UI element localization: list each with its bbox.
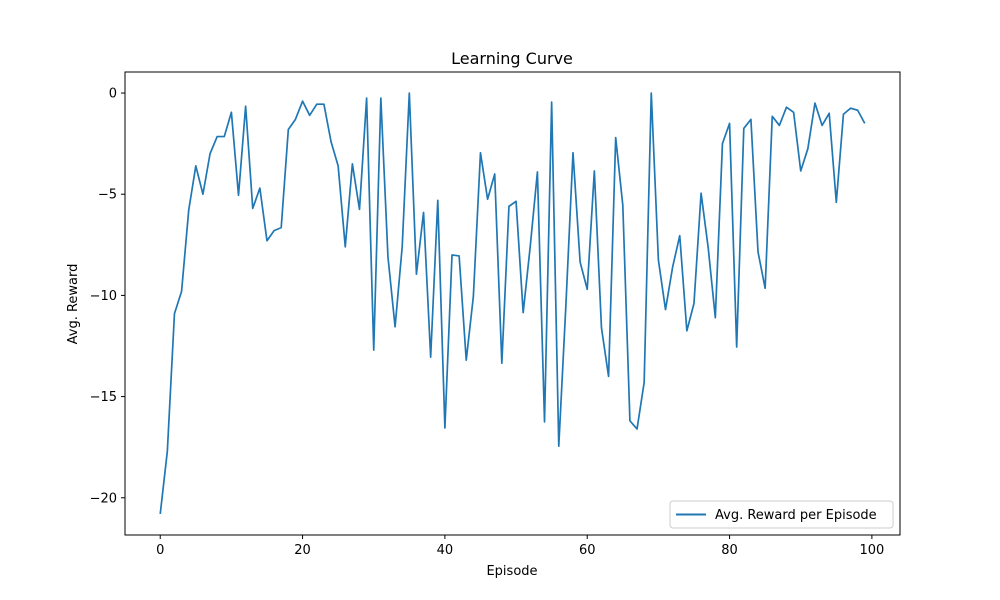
legend-box [669, 500, 894, 529]
plot-frame [124, 71, 901, 536]
x-axis-ticks: 0 20 40 60 80 100 [156, 535, 884, 558]
x-tick-label: 0 [156, 543, 164, 558]
x-tick-label: 20 [294, 543, 311, 558]
series-line-0 [159, 92, 866, 515]
y-tick-label: −20 [90, 491, 117, 506]
y-tick-label: −5 [98, 188, 117, 203]
plot-area [159, 92, 866, 515]
chart-title: Learning Curve [451, 49, 573, 68]
y-tick-label: −10 [90, 289, 117, 304]
legend-label: Avg. Reward per Episode [715, 508, 877, 523]
x-axis-label: Episode [486, 564, 537, 579]
y-tick-label: 0 [109, 87, 117, 102]
y-axis-ticks: 0 −5 −10 −15 −20 [90, 87, 125, 506]
x-tick-label: 80 [721, 543, 738, 558]
legend: Avg. Reward per Episode [669, 500, 894, 529]
y-axis-label: Avg. Reward [66, 264, 81, 345]
x-tick-label: 100 [859, 543, 884, 558]
x-tick-label: 60 [579, 543, 596, 558]
y-tick-label: −15 [90, 390, 117, 405]
x-tick-label: 40 [437, 543, 454, 558]
